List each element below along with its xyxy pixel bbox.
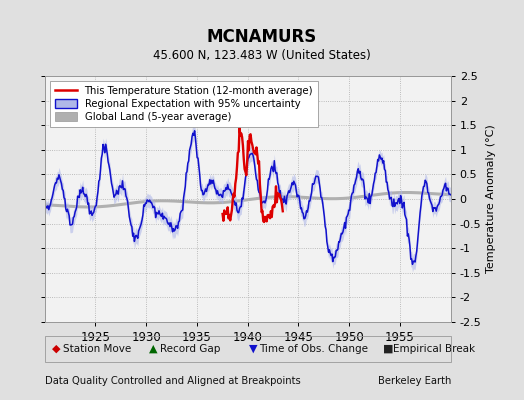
Text: ▲: ▲ bbox=[149, 344, 158, 354]
Text: Berkeley Earth: Berkeley Earth bbox=[378, 376, 452, 386]
Text: Station Move: Station Move bbox=[63, 344, 131, 354]
Text: MCNAMURS: MCNAMURS bbox=[207, 28, 317, 46]
Text: ▼: ▼ bbox=[249, 344, 257, 354]
Text: Data Quality Controlled and Aligned at Breakpoints: Data Quality Controlled and Aligned at B… bbox=[45, 376, 300, 386]
Text: Empirical Break: Empirical Break bbox=[393, 344, 475, 354]
Text: ■: ■ bbox=[383, 344, 393, 354]
Text: Record Gap: Record Gap bbox=[160, 344, 220, 354]
Text: ◆: ◆ bbox=[52, 344, 61, 354]
Y-axis label: Temperature Anomaly (°C): Temperature Anomaly (°C) bbox=[486, 125, 496, 273]
Text: 45.600 N, 123.483 W (United States): 45.600 N, 123.483 W (United States) bbox=[153, 49, 371, 62]
Legend: This Temperature Station (12-month average), Regional Expectation with 95% uncer: This Temperature Station (12-month avera… bbox=[50, 81, 318, 127]
Text: Time of Obs. Change: Time of Obs. Change bbox=[259, 344, 368, 354]
